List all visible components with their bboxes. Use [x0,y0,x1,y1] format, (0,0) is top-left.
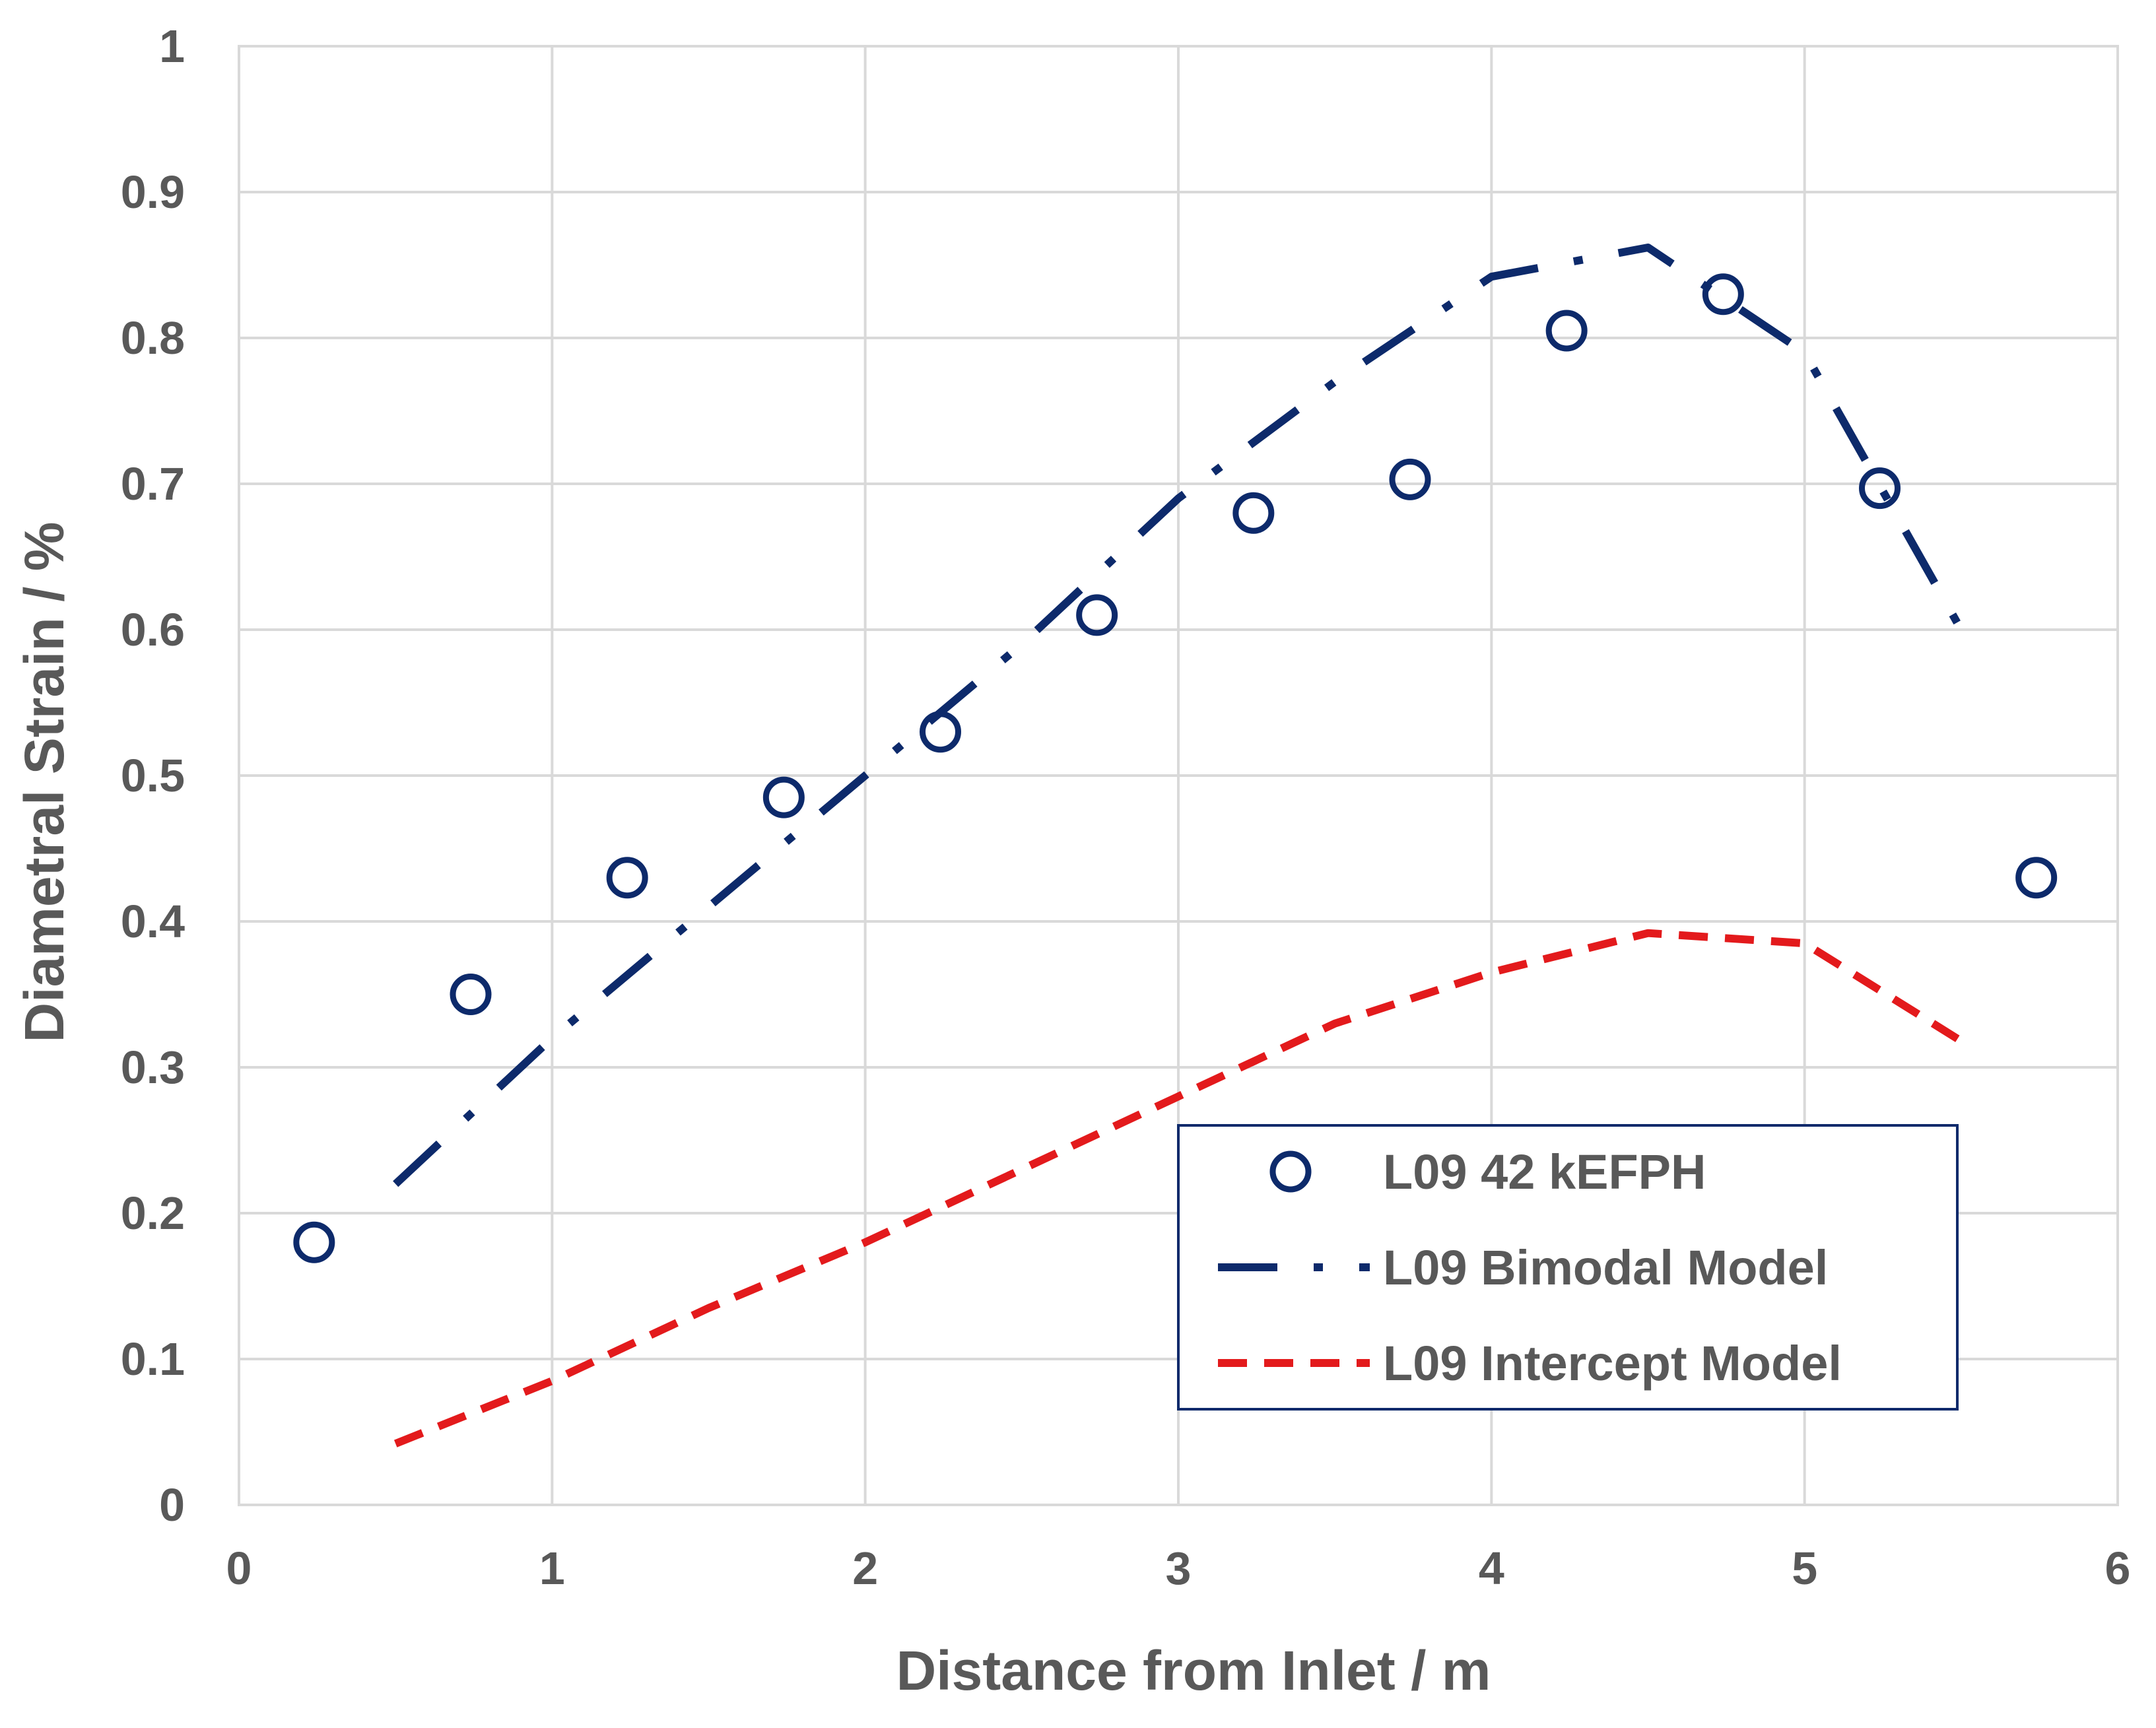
x-tick-label: 2 [852,1543,878,1594]
data-point-marker [1389,458,1431,500]
series-line-2 [393,929,1963,1447]
data-point-marker [293,1221,335,1263]
y-tick-label: 1 [159,20,185,72]
data-point-marker [920,711,962,753]
axis-layer: 0 1 2 3 4 5 6 0 0.1 0.2 0.3 0.4 0.5 0.6 0.7 0.8 0.9 1 [121,20,2131,1594]
data-point-marker [762,776,805,818]
y-tick-label: 0.9 [121,166,185,218]
data-point-marker [606,857,648,899]
legend-entry: L09 Bimodal Model [1218,1240,1828,1295]
x-tick-label: 5 [1792,1543,1817,1594]
y-tick-label: 0.7 [121,458,185,510]
x-tick-label: 6 [2105,1543,2131,1594]
x-axis-title: Distance from Inlet / m [896,1640,1491,1702]
legend: L09 42 kEFPH L09 Bimodal Model L09 Interce… [1177,1124,1959,1411]
data-point-marker [1232,492,1275,534]
series-line-1 [393,244,1965,1187]
data-point-marker [1859,467,1901,510]
y-tick-label: 0.1 [121,1333,185,1385]
y-tick-label: 0 [159,1479,185,1531]
data-point-marker [2015,857,2058,899]
series-line [393,244,1965,1187]
y-tick-label: 0.2 [121,1187,185,1239]
x-tick-label: 3 [1166,1543,1192,1594]
series-line [393,929,1963,1447]
legend-label: L09 Intercept Model [1383,1336,1842,1391]
y-tick-label: 0.6 [121,604,185,655]
x-tick-label: 4 [1479,1543,1504,1594]
legend-marker-circle [1269,1150,1312,1193]
x-tick-label: 0 [226,1543,252,1594]
data-point-marker [450,974,492,1015]
y-tick-label: 0.5 [121,750,185,801]
data-point-marker [1545,310,1588,352]
y-tick-label: 0.3 [121,1042,185,1093]
data-point-marker [1076,594,1118,636]
series-layer [293,244,2058,1447]
y-tick-label: 0.4 [121,896,185,947]
y-axis-title: Diametral Strain / % [13,522,75,1043]
legend-entry: L09 42 kEFPH [1269,1145,1706,1199]
y-tick-label: 0.8 [121,312,185,364]
legend-entry: L09 Intercept Model [1218,1336,1842,1391]
legend-label: L09 42 kEFPH [1383,1145,1706,1199]
scatter-markers [293,273,2058,1263]
x-tick-label: 1 [539,1543,565,1594]
legend-label: L09 Bimodal Model [1383,1240,1828,1295]
data-point-marker [1702,273,1744,316]
